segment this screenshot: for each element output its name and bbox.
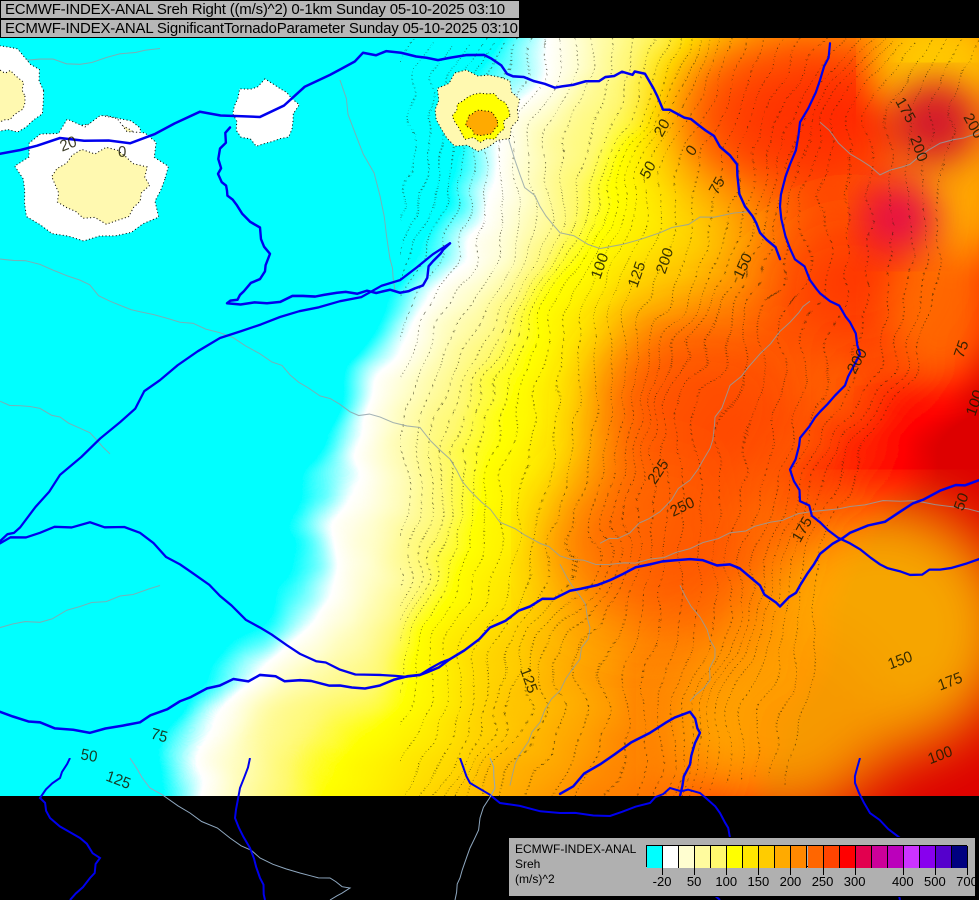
svg-text:0: 0 (118, 144, 126, 161)
